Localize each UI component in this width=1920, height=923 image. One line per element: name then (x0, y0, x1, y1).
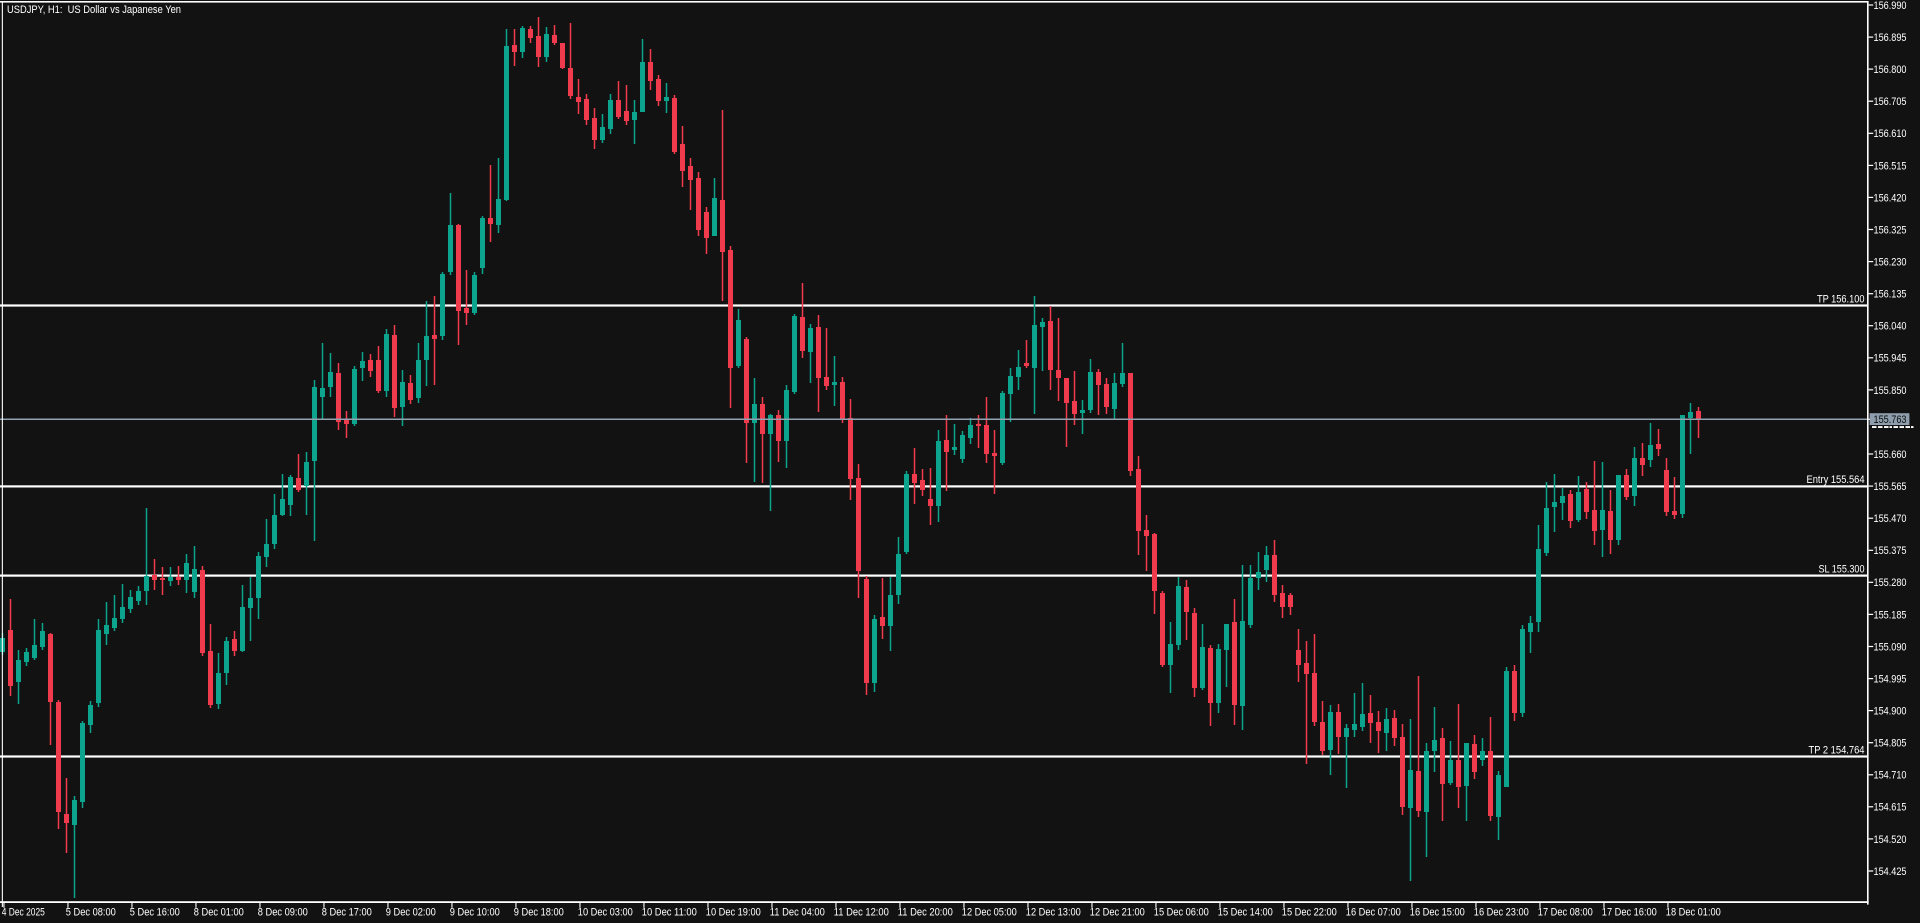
svg-text:16 Dec 15:00: 16 Dec 15:00 (1410, 906, 1465, 918)
svg-text:156.610: 156.610 (1874, 128, 1907, 140)
svg-text:12 Dec 21:00: 12 Dec 21:00 (1090, 906, 1145, 918)
svg-text:8 Dec 01:00: 8 Dec 01:00 (194, 906, 244, 918)
svg-text:4 Dec 2025: 4 Dec 2025 (2, 906, 45, 918)
svg-text:156.705: 156.705 (1874, 96, 1907, 108)
svg-text:9 Dec 10:00: 9 Dec 10:00 (450, 906, 500, 918)
svg-text:12 Dec 05:00: 12 Dec 05:00 (962, 906, 1017, 918)
svg-text:15 Dec 14:00: 15 Dec 14:00 (1218, 906, 1273, 918)
svg-text:8 Dec 09:00: 8 Dec 09:00 (258, 906, 308, 918)
svg-text:SL 155.300: SL 155.300 (1819, 563, 1865, 575)
svg-text:156.990: 156.990 (1874, 0, 1907, 12)
svg-text:5 Dec 16:00: 5 Dec 16:00 (130, 906, 180, 918)
svg-text:156.420: 156.420 (1874, 192, 1907, 204)
svg-text:17 Dec 16:00: 17 Dec 16:00 (1602, 906, 1657, 918)
svg-text:18 Dec 01:00: 18 Dec 01:00 (1666, 906, 1721, 918)
svg-text:10 Dec 03:00: 10 Dec 03:00 (578, 906, 633, 918)
svg-text:155.763: 155.763 (1874, 414, 1907, 426)
svg-text:154.425: 154.425 (1874, 866, 1907, 878)
svg-text:11 Dec 04:00: 11 Dec 04:00 (770, 906, 825, 918)
svg-text:15 Dec 06:00: 15 Dec 06:00 (1154, 906, 1209, 918)
svg-text:154.520: 154.520 (1874, 834, 1907, 846)
svg-text:9 Dec 02:00: 9 Dec 02:00 (386, 906, 436, 918)
svg-text:156.800: 156.800 (1874, 64, 1907, 76)
svg-text:TP 156.100: TP 156.100 (1817, 293, 1865, 305)
svg-text:156.230: 156.230 (1874, 257, 1907, 269)
svg-text:156.895: 156.895 (1874, 32, 1907, 44)
svg-text:12 Dec 13:00: 12 Dec 13:00 (1026, 906, 1081, 918)
svg-text:154.805: 154.805 (1874, 738, 1907, 750)
svg-text:154.615: 154.615 (1874, 802, 1907, 814)
svg-text:156.135: 156.135 (1874, 289, 1907, 301)
svg-text:155.945: 155.945 (1874, 353, 1907, 365)
svg-text:5 Dec 08:00: 5 Dec 08:00 (66, 906, 116, 918)
svg-text:155.470: 155.470 (1874, 513, 1907, 525)
svg-text:155.090: 155.090 (1874, 641, 1907, 653)
svg-text:155.280: 155.280 (1874, 577, 1907, 589)
svg-text:11 Dec 20:00: 11 Dec 20:00 (898, 906, 953, 918)
svg-text:156.325: 156.325 (1874, 224, 1907, 236)
svg-text:17 Dec 08:00: 17 Dec 08:00 (1538, 906, 1593, 918)
svg-text:155.565: 155.565 (1874, 481, 1907, 493)
svg-text:155.850: 155.850 (1874, 385, 1907, 397)
svg-text:TP 2 154.764: TP 2 154.764 (1809, 744, 1865, 756)
svg-text:11 Dec 12:00: 11 Dec 12:00 (834, 906, 889, 918)
svg-text:154.710: 154.710 (1874, 770, 1907, 782)
svg-text:155.375: 155.375 (1874, 545, 1907, 557)
svg-text:16 Dec 23:00: 16 Dec 23:00 (1474, 906, 1529, 918)
svg-text:156.040: 156.040 (1874, 321, 1907, 333)
svg-text:154.995: 154.995 (1874, 674, 1907, 686)
svg-text:155.185: 155.185 (1874, 609, 1907, 621)
svg-text:8 Dec 17:00: 8 Dec 17:00 (322, 906, 372, 918)
svg-text:10 Dec 11:00: 10 Dec 11:00 (642, 906, 697, 918)
svg-text:154.900: 154.900 (1874, 706, 1907, 718)
svg-text:155.660: 155.660 (1874, 449, 1907, 461)
svg-text:156.515: 156.515 (1874, 160, 1907, 172)
svg-text:15 Dec 22:00: 15 Dec 22:00 (1282, 906, 1337, 918)
svg-text:USDJPY, H1: US Dollar vs Japa: USDJPY, H1: US Dollar vs Japanese Yen (7, 4, 181, 16)
svg-text:Entry 155.564: Entry 155.564 (1807, 474, 1865, 486)
svg-text:9 Dec 18:00: 9 Dec 18:00 (514, 906, 564, 918)
svg-text:10 Dec 19:00: 10 Dec 19:00 (706, 906, 761, 918)
svg-text:16 Dec 07:00: 16 Dec 07:00 (1346, 906, 1401, 918)
